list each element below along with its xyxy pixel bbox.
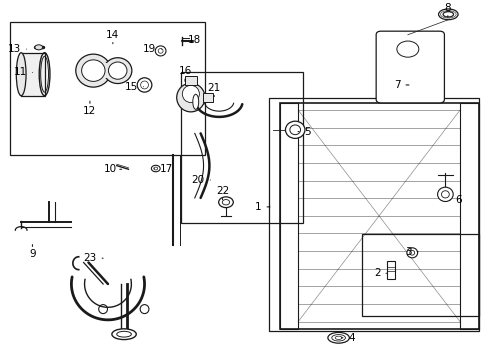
Bar (268, 98, 478, 330)
Ellipse shape (35, 45, 42, 50)
Ellipse shape (176, 83, 204, 112)
Ellipse shape (76, 54, 111, 87)
Ellipse shape (137, 78, 152, 92)
Ellipse shape (16, 53, 26, 96)
Ellipse shape (182, 85, 199, 103)
Text: 17: 17 (154, 163, 173, 174)
Ellipse shape (285, 121, 305, 138)
Text: 1: 1 (254, 202, 269, 212)
Text: 10: 10 (103, 164, 122, 174)
Text: 6: 6 (449, 195, 462, 205)
Bar (184, 76, 196, 85)
Ellipse shape (81, 60, 105, 81)
Bar (386, 261, 394, 279)
Bar (10, 22, 205, 155)
Text: 19: 19 (142, 44, 161, 54)
Text: 8: 8 (444, 3, 450, 17)
Text: 2: 2 (373, 268, 386, 278)
Ellipse shape (406, 248, 417, 258)
Bar (459, 103, 478, 329)
Ellipse shape (108, 62, 127, 79)
Text: 11: 11 (14, 67, 32, 77)
Ellipse shape (327, 332, 348, 343)
Ellipse shape (218, 197, 233, 208)
Bar (361, 234, 478, 316)
Text: 20: 20 (191, 175, 210, 185)
Text: 3: 3 (404, 247, 417, 257)
Text: 9: 9 (29, 244, 36, 259)
Text: 7: 7 (393, 80, 408, 90)
Bar (181, 72, 303, 223)
Ellipse shape (155, 46, 165, 56)
Text: 22: 22 (216, 186, 229, 200)
Bar (279, 103, 478, 329)
Text: 14: 14 (106, 30, 119, 44)
Bar (203, 93, 212, 102)
Text: 16: 16 (178, 66, 191, 81)
Bar (102, 63, 117, 78)
Text: 5: 5 (297, 127, 310, 136)
Text: 21: 21 (207, 83, 221, 96)
Ellipse shape (151, 165, 160, 172)
Ellipse shape (437, 187, 452, 202)
Bar (21, 53, 44, 96)
Text: 18: 18 (182, 35, 201, 45)
Ellipse shape (103, 58, 132, 84)
Text: 15: 15 (124, 82, 143, 92)
Bar (279, 103, 298, 329)
Text: 13: 13 (8, 44, 26, 54)
FancyBboxPatch shape (375, 31, 444, 103)
Text: 12: 12 (83, 101, 96, 116)
Text: 4: 4 (341, 333, 354, 343)
Ellipse shape (192, 94, 198, 109)
Text: 23: 23 (83, 253, 103, 263)
Ellipse shape (112, 329, 136, 339)
Ellipse shape (438, 9, 457, 20)
